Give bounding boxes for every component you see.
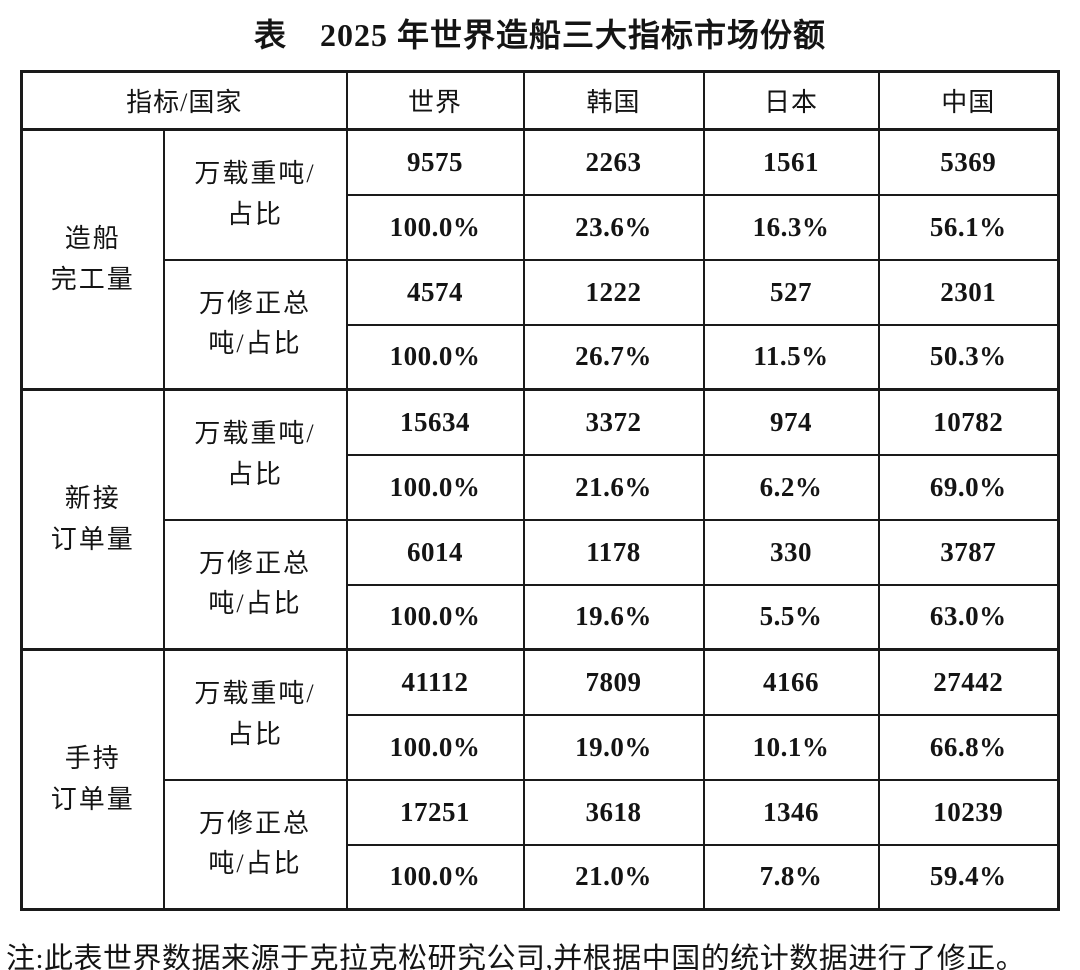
table-row: 100.0% 19.0% 10.1% 66.8% [22,713,1060,781]
metric-label-cgt: 万修正总 吨/占比 [162,778,348,911]
table-row: 100.0% 26.7% 11.5% 50.3% [22,323,1060,391]
table-row: 100.0% 21.6% 6.2% 69.0% [22,453,1060,521]
cell-share-world: 100.0% [345,583,525,651]
cell-share-korea: 19.6% [522,583,705,651]
market-share-table: 指标/国家 世界 韩国 日本 中国 造船 完工量 万载重吨/ 占比 9575 2… [20,70,1061,911]
cell-value-japan: 1561 [702,128,880,196]
table-row: 100.0% 21.0% 7.8% 59.4% [22,843,1060,911]
header-cell-korea: 韩国 [522,70,705,131]
cell-value-korea: 1222 [522,258,705,326]
cell-share-japan: 5.5% [702,583,880,651]
header-cell-world: 世界 [345,70,525,131]
cell-value-korea: 3618 [522,778,705,846]
cell-share-japan: 7.8% [702,843,880,911]
cell-share-korea: 26.7% [522,323,705,391]
cell-share-japan: 16.3% [702,193,880,261]
cell-share-china: 50.3% [877,323,1060,391]
table-row: 100.0% 19.6% 5.5% 63.0% [22,583,1060,651]
cell-share-korea: 23.6% [522,193,705,261]
cell-value-world: 6014 [345,518,525,586]
cell-share-china: 56.1% [877,193,1060,261]
table-row: 万修正总 吨/占比 17251 3618 1346 10239 [22,778,1060,911]
cell-value-japan: 1346 [702,778,880,846]
cell-value-korea: 2263 [522,128,705,196]
cell-value-world: 17251 [345,778,525,846]
table-row: 造船 完工量 万载重吨/ 占比 9575 2263 1561 5369 [20,128,1060,391]
cell-share-world: 100.0% [345,843,525,911]
cell-value-world: 9575 [345,128,525,196]
cell-share-world: 100.0% [345,193,525,261]
metric-label-cgt: 万修正总 吨/占比 [162,258,348,391]
cell-value-china: 3787 [877,518,1060,586]
metric-label-dwt: 万载重吨/ 占比 [162,648,348,781]
cell-share-japan: 10.1% [702,713,880,781]
header-cell-china: 中国 [877,70,1060,131]
table-row: 新接 订单量 万载重吨/ 占比 15634 3372 974 10782 [20,388,1060,651]
group-label-orderbook: 手持 订单量 [20,648,165,911]
header-cell-japan: 日本 [702,70,880,131]
cell-value-japan: 974 [702,388,880,456]
cell-share-china: 69.0% [877,453,1060,521]
group-label-completions: 造船 完工量 [20,128,165,391]
cell-value-korea: 3372 [522,388,705,456]
metric-label-dwt: 万载重吨/ 占比 [162,128,348,261]
cell-share-japan: 11.5% [702,323,880,391]
table-header-row: 指标/国家 世界 韩国 日本 中国 [20,70,1060,131]
cell-share-world: 100.0% [345,453,525,521]
table-row: 手持 订单量 万载重吨/ 占比 41112 7809 4166 27442 [20,648,1060,911]
cell-share-korea: 21.0% [522,843,705,911]
cell-value-china: 27442 [877,648,1060,716]
cell-value-japan: 4166 [702,648,880,716]
cell-share-korea: 21.6% [522,453,705,521]
cell-share-china: 66.8% [877,713,1060,781]
cell-value-world: 41112 [345,648,525,716]
table-row: 100.0% 23.6% 16.3% 56.1% [22,193,1060,261]
page-title: 表 2025 年世界造船三大指标市场份额 [253,17,826,53]
cell-share-korea: 19.0% [522,713,705,781]
group-label-new-orders: 新接 订单量 [20,388,165,651]
cell-share-world: 100.0% [345,323,525,391]
header-cell-indicator-country: 指标/国家 [20,70,348,131]
cell-value-china: 10782 [877,388,1060,456]
cell-value-korea: 7809 [522,648,705,716]
metric-label-dwt: 万载重吨/ 占比 [162,388,348,521]
cell-value-china: 2301 [877,258,1060,326]
metric-label-cgt: 万修正总 吨/占比 [162,518,348,651]
cell-share-china: 59.4% [877,843,1060,911]
source-note: 注:此表世界数据来源于克拉克松研究公司,并根据中国的统计数据进行了修正。 [6,943,1026,970]
cell-value-china: 10239 [877,778,1060,846]
cell-value-korea: 1178 [522,518,705,586]
cell-value-japan: 330 [702,518,880,586]
cell-share-japan: 6.2% [702,453,880,521]
table-row: 万修正总 吨/占比 6014 1178 330 3787 [22,518,1060,651]
cell-value-world: 4574 [345,258,525,326]
cell-share-china: 63.0% [877,583,1060,651]
cell-share-world: 100.0% [345,713,525,781]
cell-value-world: 15634 [345,388,525,456]
table-row: 万修正总 吨/占比 4574 1222 527 2301 [22,258,1060,391]
cell-value-japan: 527 [702,258,880,326]
cell-value-china: 5369 [877,128,1060,196]
